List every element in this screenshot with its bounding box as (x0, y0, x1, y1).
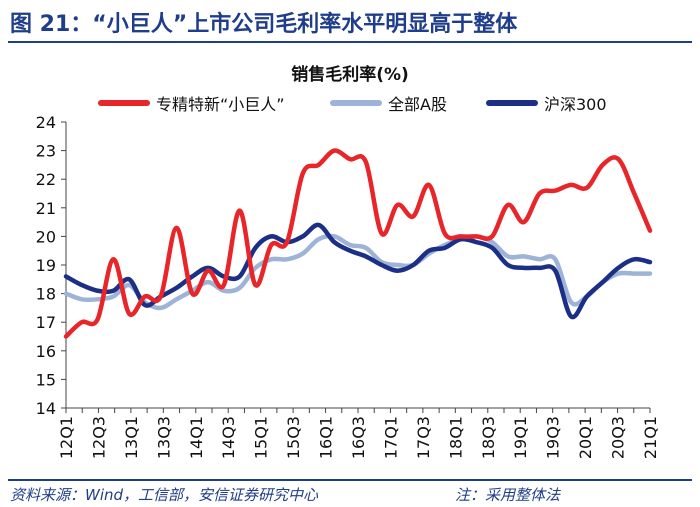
y-tick-label: 18 (36, 285, 56, 304)
method-note: 注：采用整体法 (455, 486, 561, 504)
y-tick-label: 22 (36, 170, 56, 189)
y-tick-label: 20 (36, 227, 56, 246)
x-tick-label: 19Q3 (544, 416, 563, 459)
legend-label-csi300: 沪深300 (544, 95, 607, 114)
x-tick-label: 12Q1 (57, 416, 76, 459)
legend-label-xiaojuren: 专精特新“小巨人” (156, 95, 285, 114)
x-tick-label: 18Q3 (479, 416, 498, 459)
y-tick-label: 23 (36, 142, 56, 161)
legend-label-all-a-shares: 全部A股 (388, 95, 447, 114)
x-tick-label: 14Q1 (187, 416, 206, 459)
x-tick-label: 16Q3 (349, 416, 368, 459)
legend-item-xiaojuren: 专精特新“小巨人” (98, 91, 285, 115)
x-tick-label: 20Q1 (576, 416, 595, 459)
y-tick-label: 19 (36, 256, 56, 275)
x-tick-label: 20Q3 (609, 416, 628, 459)
x-tick-label: 15Q1 (252, 416, 271, 459)
legend-item-csi300: 沪深300 (486, 91, 607, 115)
x-tick-label: 14Q3 (219, 416, 238, 459)
y-tick-label: 17 (36, 313, 56, 332)
figure-title: 图 21：“小巨人”上市公司毛利率水平明显高于整体 (10, 12, 518, 37)
legend-swatch-xiaojuren (98, 100, 150, 106)
y-tick-label: 14 (36, 399, 56, 418)
chart-title: 销售毛利率(%) (291, 65, 409, 85)
x-tick-label: 17Q1 (381, 416, 400, 459)
series-line-xiaojuren (63, 148, 653, 339)
y-tick-label: 21 (36, 199, 56, 218)
x-tick-label: 16Q1 (317, 416, 336, 459)
x-tick-label: 18Q1 (446, 416, 465, 459)
source-note: 资料来源：Wind，工信部，安信证券研究中心 (10, 486, 319, 504)
legend-item-all-a-shares: 全部A股 (330, 91, 447, 115)
legend-swatch-all-a-shares (330, 100, 382, 106)
x-tick-label: 21Q1 (641, 416, 660, 459)
x-tick-label: 13Q1 (122, 416, 141, 459)
x-tick-label: 12Q3 (89, 416, 108, 459)
y-tick-label: 15 (36, 370, 56, 389)
x-tick-label: 13Q3 (154, 416, 173, 459)
title-divider (8, 41, 692, 43)
series-line-all-a-shares (63, 233, 653, 311)
x-tick-label: 15Q3 (284, 416, 303, 459)
y-tick-label: 24 (36, 113, 56, 132)
x-tick-label: 17Q3 (414, 416, 433, 459)
footer-divider (8, 479, 692, 481)
y-tick-label: 16 (36, 342, 56, 361)
x-tick-label: 19Q1 (511, 416, 530, 459)
legend-swatch-csi300 (486, 100, 538, 106)
